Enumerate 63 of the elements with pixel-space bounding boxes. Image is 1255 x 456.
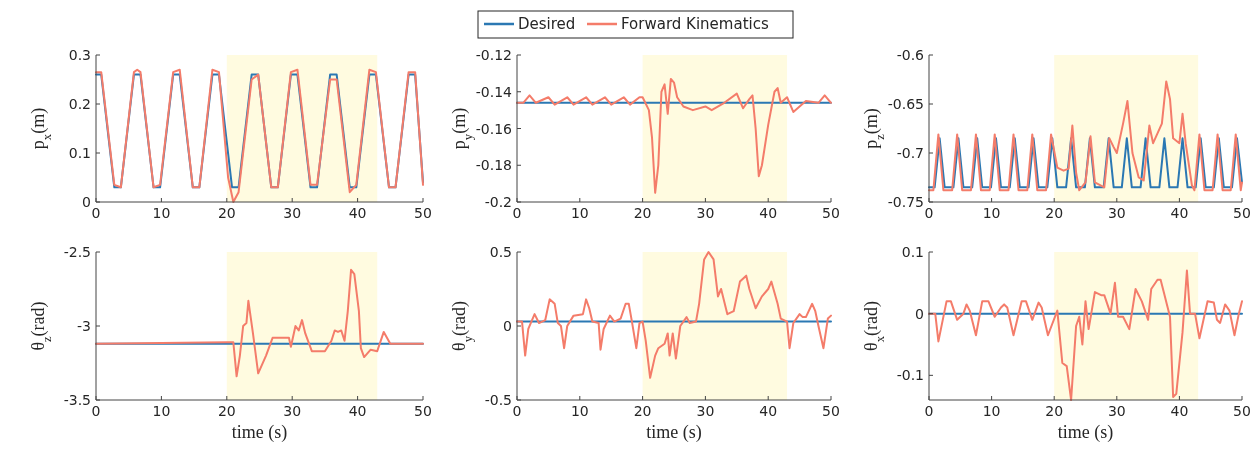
x-tick-label: 40 [348, 403, 367, 419]
x-tick-label: 50 [822, 403, 840, 419]
y-tick-label: -0.75 [887, 194, 924, 210]
y-tick-label: -0.5 [484, 392, 512, 408]
x-tick-label: 20 [1045, 403, 1064, 419]
line-series [928, 80, 1243, 192]
x-tick-label: 0 [91, 403, 101, 419]
x-tick-label: 40 [348, 205, 367, 221]
x-tick-label: 40 [759, 205, 778, 221]
y-tick-label: -0.65 [887, 96, 924, 112]
x-axis-title: time (s) [646, 422, 702, 443]
x-tick-label: 20 [217, 403, 236, 419]
x-tick-label: 20 [633, 205, 652, 221]
x-tick-label: 50 [1233, 403, 1251, 419]
y-tick-label: -0.2 [484, 194, 512, 210]
x-tick-label: 50 [1233, 205, 1251, 221]
x-tick-label: 20 [633, 403, 652, 419]
x-tick-label: 30 [283, 403, 302, 419]
y-tick-label: 0.2 [68, 96, 91, 112]
x-tick-label: 50 [414, 205, 432, 221]
legend-label: Forward Kinematics [621, 15, 769, 33]
x-tick-label: 10 [570, 205, 589, 221]
x-tick-label: 20 [217, 205, 236, 221]
y-tick-label: 0 [503, 318, 512, 334]
x-tick-label: 10 [152, 205, 171, 221]
line-series [516, 251, 832, 379]
legend-label: Desired [518, 15, 576, 33]
y-tick-label: -3.5 [63, 392, 91, 408]
y-tick-label: -3 [77, 318, 91, 334]
x-tick-label: 10 [570, 403, 589, 419]
x-tick-label: 50 [822, 205, 840, 221]
line-series [516, 77, 832, 194]
line-series [95, 268, 424, 378]
y-tick-label: 0.1 [901, 244, 924, 260]
x-tick-label: 30 [1107, 205, 1126, 221]
x-tick-label: 30 [1107, 403, 1126, 419]
x-tick-label: 0 [91, 205, 101, 221]
y-tick-label: -0.6 [896, 47, 925, 63]
x-tick-label: 40 [1170, 403, 1189, 419]
y-tick-label: -0.12 [475, 47, 512, 63]
y-tick-label: 0.1 [68, 145, 91, 161]
y-tick-label: 0.3 [68, 47, 91, 63]
x-tick-label: 10 [152, 403, 171, 419]
x-tick-label: 10 [982, 403, 1001, 419]
x-tick-label: 30 [283, 205, 302, 221]
y-tick-label: -0.18 [475, 157, 512, 174]
y-tick-label: 0 [82, 194, 91, 210]
y-tick-label: -0.14 [475, 83, 513, 100]
x-tick-label: 30 [696, 205, 715, 221]
x-axis-title: time (s) [1057, 422, 1114, 443]
y-tick-label: 0 [915, 305, 924, 322]
x-axis-title: time (s) [231, 422, 288, 443]
x-tick-label: 10 [982, 205, 1001, 221]
y-tick-label: -0.7 [896, 145, 924, 161]
x-tick-label: 20 [1045, 205, 1064, 221]
y-tick-label: -2.5 [63, 244, 91, 260]
x-tick-label: 40 [1170, 205, 1189, 221]
y-tick-label: 0.5 [489, 244, 512, 260]
y-tick-label: -0.1 [896, 367, 924, 384]
x-tick-label: 50 [414, 403, 432, 419]
x-tick-label: 30 [696, 403, 715, 419]
x-tick-label: 40 [759, 403, 778, 419]
y-tick-label: -0.16 [475, 120, 513, 137]
